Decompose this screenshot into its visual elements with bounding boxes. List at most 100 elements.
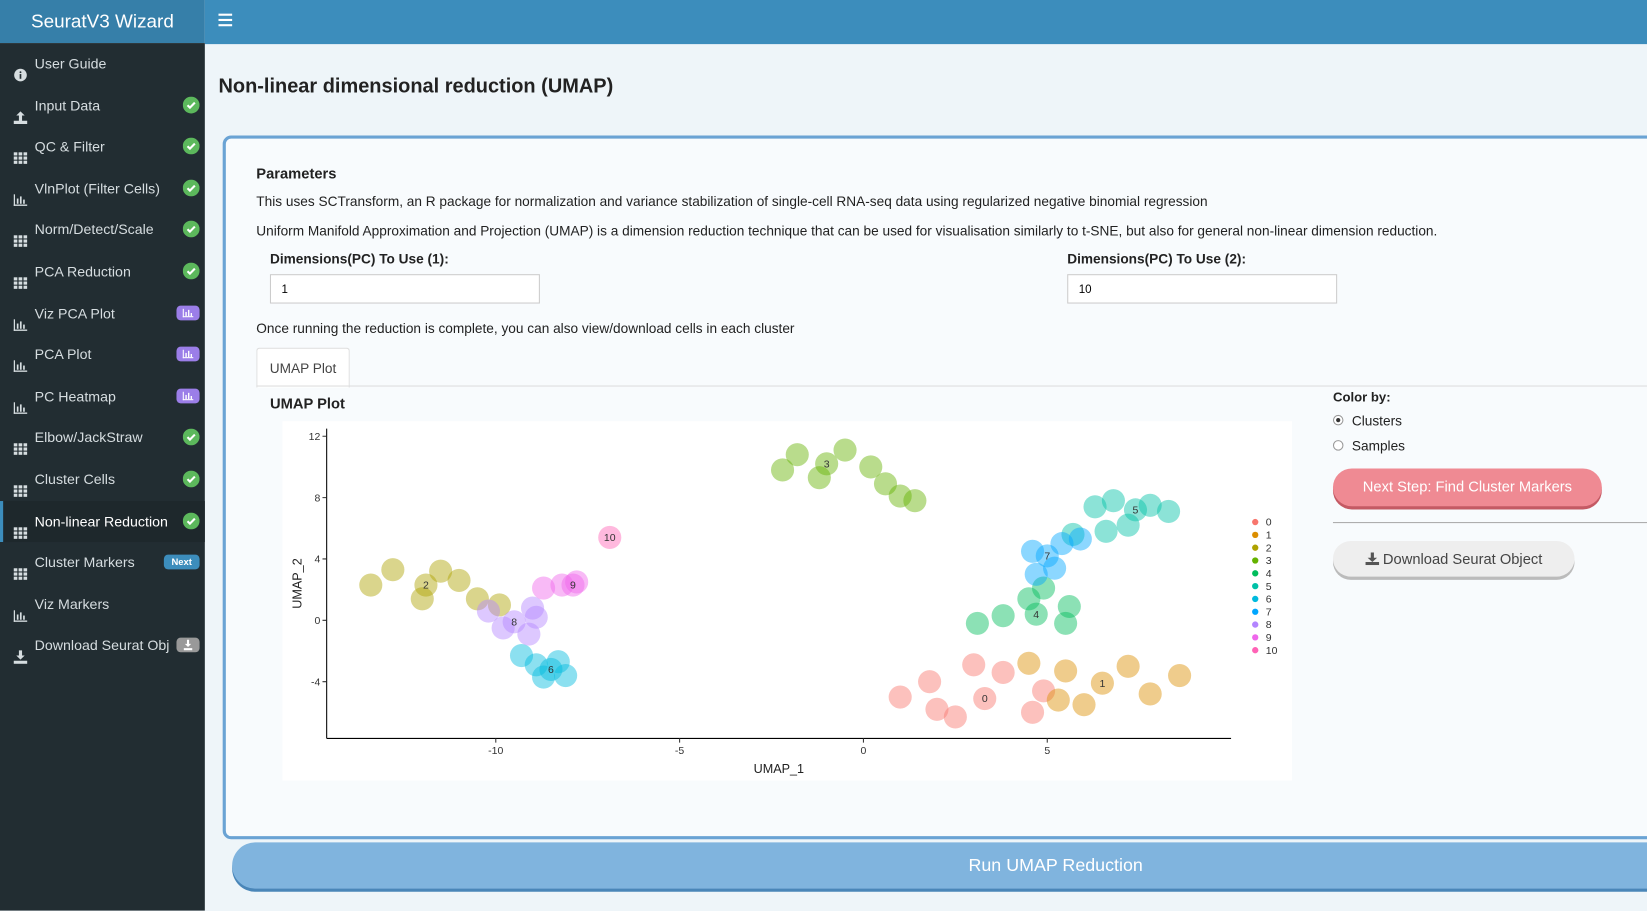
nav-item[interactable]: QC & Filter (0, 126, 205, 167)
sidebar: User Guide Input Data QC & Filter VlnPlot (… (0, 43, 205, 911)
point (1035, 544, 1059, 568)
nav-item[interactable]: User Guide (0, 43, 205, 84)
download-button[interactable]: Download Seurat Object (1332, 540, 1575, 577)
next-button[interactable]: Next Step: Find Cluster Markers (1332, 468, 1602, 507)
nav-item[interactable]: Norm/Detect/Scale (0, 209, 205, 250)
run-button[interactable]: Run UMAP Reduction (232, 842, 1647, 889)
nav-icon (13, 140, 28, 165)
nav-item[interactable]: Input Data (0, 85, 205, 126)
nav-label: PCA Plot (34, 346, 92, 363)
text-input[interactable]: 10 (1067, 274, 1338, 304)
point (554, 663, 578, 688)
nav-item[interactable]: PC Heatmap (0, 376, 205, 417)
point (1094, 519, 1118, 543)
status-done (182, 179, 200, 197)
point (561, 573, 585, 597)
nav-icon (13, 639, 28, 665)
y-tick-label: 8 (315, 492, 321, 504)
legend-swatch (1252, 608, 1259, 615)
nav-label: User Guide (34, 55, 107, 72)
point (532, 576, 556, 600)
nav-item[interactable]: PCA Plot (0, 334, 205, 375)
point (1020, 700, 1045, 724)
text-input[interactable]: 1 (269, 274, 540, 304)
app-title[interactable]: SeuratV3 Wizard (0, 0, 205, 44)
point (1054, 659, 1078, 683)
status-download (176, 638, 200, 653)
point (833, 438, 857, 462)
nav-label: Norm/Detect/Scale (34, 222, 154, 238)
point (1024, 562, 1048, 586)
point (414, 573, 438, 597)
point (1017, 587, 1041, 611)
input-label: Dimensions(PC) To Use (1): (269, 251, 449, 267)
download-icon (1365, 552, 1379, 566)
status-done (182, 137, 200, 155)
nav-item[interactable]: VlnPlot (Filter Cells) (0, 168, 205, 209)
tab-divider (256, 385, 1647, 387)
radio-option[interactable]: Clusters (1332, 412, 1459, 431)
point (429, 559, 453, 583)
nav-item[interactable]: PCA Reduction (0, 251, 205, 292)
legend-label: 2 (1266, 542, 1272, 554)
cluster-label: 2 (423, 580, 429, 592)
x-tick-label: 5 (1044, 745, 1050, 757)
status-chart (176, 305, 200, 320)
point (550, 573, 574, 597)
cluster-label: 6 (548, 664, 554, 676)
nav-item[interactable]: Cluster Cells (0, 459, 205, 500)
nav-item[interactable]: Elbow/JackStraw (0, 417, 205, 458)
cluster-label: 10 (604, 532, 616, 544)
status-done (182, 428, 200, 446)
nav-icon (13, 265, 28, 289)
point (565, 570, 589, 594)
status-done (182, 512, 200, 529)
cluster-label: 8 (511, 617, 517, 629)
radio-option[interactable]: Samples (1332, 437, 1459, 456)
status-done (182, 262, 200, 280)
point (447, 568, 471, 592)
legend-swatch (1252, 634, 1259, 641)
point (1024, 602, 1048, 626)
point (1057, 594, 1081, 619)
point (1083, 495, 1107, 519)
status-done (182, 96, 200, 114)
nav-item[interactable]: Cluster Markers Next (0, 542, 205, 583)
point (1068, 527, 1092, 551)
point (888, 484, 912, 508)
legend-swatch (1252, 621, 1259, 628)
point (532, 665, 556, 689)
tab[interactable]: UMAP Plot (256, 347, 350, 388)
nav-item[interactable]: Download Seurat Obj (0, 625, 205, 666)
top-bar (204, 0, 1647, 45)
point (991, 604, 1015, 628)
legend-label: 6 (1266, 594, 1272, 606)
point (815, 452, 839, 476)
point (918, 670, 942, 694)
x-tick-label: 0 (861, 745, 867, 757)
point (859, 455, 883, 479)
point (770, 458, 795, 482)
point (1054, 611, 1078, 635)
input-label: Dimensions(PC) To Use (2): (1067, 251, 1247, 267)
nav-item[interactable]: Viz PCA Plot (0, 293, 205, 334)
point (1072, 693, 1096, 717)
nav-icon (13, 431, 28, 456)
point (502, 610, 526, 634)
status-done (182, 470, 200, 488)
cluster-label: 7 (1044, 551, 1050, 563)
nav-item[interactable]: Viz Markers (0, 584, 205, 625)
nav-item[interactable]: Non-linear Reduction (0, 500, 205, 542)
next-badge: Next (163, 554, 200, 570)
point (465, 587, 489, 611)
cluster-label: 1 (1099, 678, 1105, 690)
legend-swatch (1252, 570, 1259, 577)
menu-toggle[interactable] (218, 13, 233, 30)
legend-swatch (1252, 544, 1259, 551)
description: This uses SCTransform, an R package for … (256, 193, 1208, 210)
radio-label: Clusters (1351, 412, 1402, 429)
point (1017, 651, 1041, 675)
point (410, 587, 434, 611)
point (1123, 498, 1148, 522)
